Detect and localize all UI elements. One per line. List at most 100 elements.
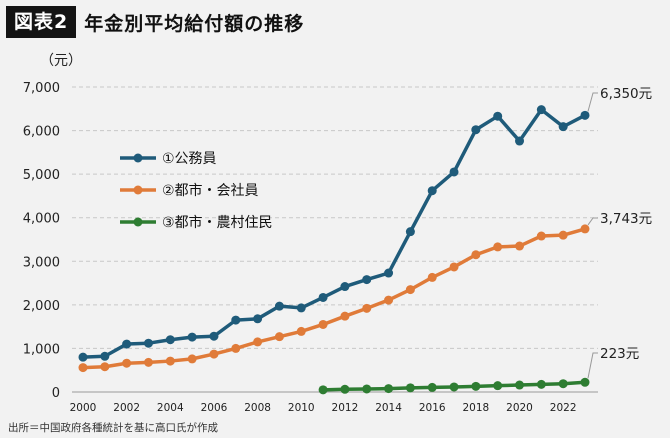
data-point: [340, 282, 350, 292]
legend-marker: [133, 153, 143, 163]
x-tick-label: 2002: [113, 402, 140, 414]
data-point: [253, 337, 263, 347]
data-point: [493, 381, 503, 391]
data-point: [405, 227, 415, 237]
x-tick-label: 2010: [288, 402, 315, 414]
data-point: [209, 349, 219, 359]
data-point: [536, 105, 546, 115]
x-tick-label: 2006: [201, 402, 228, 414]
data-point: [427, 272, 437, 282]
end-value-label: 3,743元: [600, 211, 652, 227]
data-point: [515, 380, 525, 390]
data-point: [515, 136, 525, 146]
data-point: [493, 111, 503, 121]
data-point: [580, 110, 590, 120]
data-point: [580, 224, 590, 234]
y-tick-label: 4,000: [23, 212, 60, 227]
y-tick-label: 1,000: [23, 342, 60, 357]
data-point: [580, 377, 590, 387]
y-tick-label: 2,000: [23, 299, 60, 314]
x-tick-label: 2018: [463, 402, 490, 414]
data-point: [274, 301, 284, 311]
data-point: [318, 319, 328, 329]
y-tick-label: 3,000: [23, 255, 60, 270]
end-label-leader: [587, 92, 598, 112]
end-label-leader: [587, 352, 598, 379]
data-point: [384, 384, 394, 394]
chart-title: 年金別平均給付額の推移: [84, 12, 305, 35]
x-tick-label: 2022: [550, 402, 577, 414]
data-point: [318, 385, 328, 395]
data-point: [143, 338, 153, 348]
data-point: [384, 295, 394, 305]
data-point: [100, 362, 110, 372]
legend-marker: [133, 217, 143, 227]
legend-label: ③都市・農村住民: [162, 214, 273, 231]
y-tick-label: 6,000: [23, 125, 60, 140]
data-point: [449, 382, 459, 392]
data-point: [558, 230, 568, 240]
data-point: [100, 351, 110, 361]
data-point: [78, 363, 88, 373]
data-point: [493, 242, 503, 252]
x-tick-label: 2012: [332, 402, 359, 414]
data-point: [122, 339, 132, 349]
data-point: [78, 352, 88, 362]
data-point: [471, 250, 481, 260]
x-tick-label: 2020: [506, 402, 533, 414]
data-point: [362, 275, 372, 285]
x-tick-label: 2000: [70, 402, 97, 414]
data-point: [253, 314, 263, 324]
data-point: [209, 331, 219, 341]
y-tick-label: 0: [52, 386, 60, 401]
data-point: [165, 356, 175, 366]
data-point: [340, 311, 350, 321]
end-value-label: 223元: [600, 346, 639, 362]
y-tick-label: 5,000: [23, 168, 60, 183]
y-tick-label: 7,000: [23, 81, 60, 96]
data-point: [515, 241, 525, 251]
x-tick-label: 2008: [244, 402, 271, 414]
data-point: [536, 379, 546, 389]
data-point: [122, 358, 132, 368]
data-point: [187, 354, 197, 364]
data-point: [231, 315, 241, 325]
data-point: [165, 335, 175, 345]
end-label-leader: [587, 217, 598, 226]
data-point: [405, 383, 415, 393]
legend-label: ①公務員: [162, 151, 217, 167]
data-point: [471, 125, 481, 135]
figure-badge: 図表2: [6, 6, 77, 38]
chart-header: 図表2 年金別平均給付額の推移: [6, 6, 304, 38]
data-point: [558, 122, 568, 132]
data-point: [449, 262, 459, 272]
data-point: [362, 303, 372, 313]
data-point: [427, 382, 437, 392]
source-note: 出所＝中国政府各種統計を基に高口氏が作成: [8, 422, 218, 434]
data-point: [143, 357, 153, 367]
x-tick-label: 2016: [419, 402, 446, 414]
x-tick-label: 2014: [375, 402, 402, 414]
series-line: [82, 227, 586, 370]
legend-marker: [133, 185, 143, 195]
data-point: [384, 268, 394, 278]
data-point: [405, 285, 415, 295]
data-point: [187, 332, 197, 342]
data-point: [427, 186, 437, 196]
end-value-label: 6,350元: [600, 86, 652, 102]
data-point: [318, 292, 328, 302]
data-point: [471, 381, 481, 391]
y-axis-unit: （元）: [40, 53, 82, 69]
data-point: [274, 332, 284, 342]
data-point: [362, 384, 372, 394]
data-point: [340, 384, 350, 394]
data-point: [296, 303, 306, 313]
data-point: [449, 167, 459, 177]
data-point: [536, 231, 546, 241]
x-tick-label: 2004: [157, 402, 184, 414]
data-point: [558, 379, 568, 389]
legend-label: ②都市・会社員: [162, 182, 259, 199]
data-point: [296, 326, 306, 336]
data-point: [231, 343, 241, 353]
